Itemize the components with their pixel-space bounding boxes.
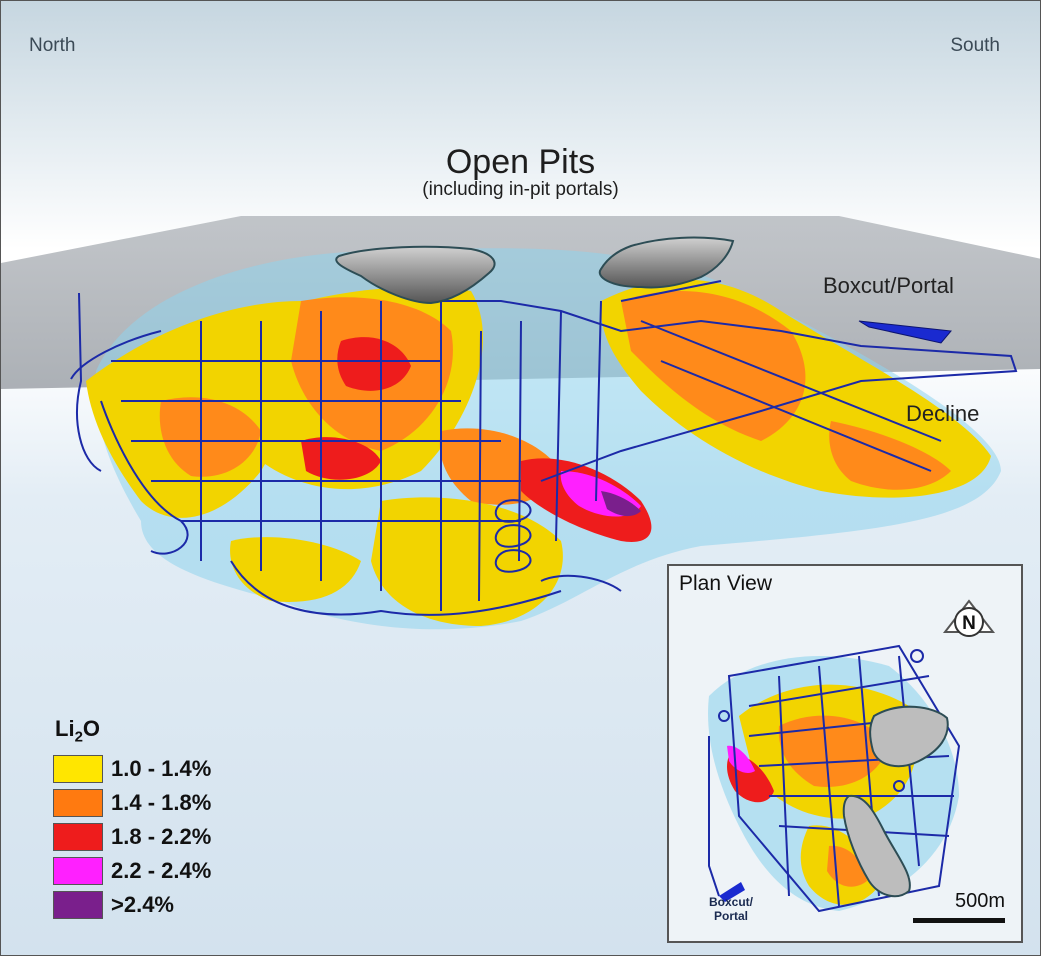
scale-bar	[913, 918, 1005, 923]
legend-swatch	[53, 755, 103, 784]
boxcut-portal-label: Boxcut/Portal	[823, 273, 954, 298]
plan-boxcut-arrow-icon	[719, 882, 745, 902]
open-pits	[335, 236, 735, 305]
plan-view-inset: Plan View	[667, 564, 1023, 943]
south-label: South	[950, 35, 1000, 56]
open-pits-title: Open Pits	[445, 143, 596, 181]
north-label: North	[29, 35, 76, 56]
tunnel-network	[70, 280, 1018, 616]
boxcut-portal-arrow-icon	[858, 320, 952, 344]
plan-view-title: Plan View	[679, 572, 773, 595]
scale-label: 500m	[954, 890, 1005, 912]
north-arrow-letter: N	[962, 613, 976, 634]
plan-portal-label: Boxcut/ Portal	[709, 895, 754, 923]
legend-item: >2.4%	[53, 889, 211, 921]
north-arrow-icon: N	[942, 599, 996, 637]
legend-swatch	[53, 857, 103, 886]
plan-view-map: N	[708, 599, 996, 913]
open-pits-subtitle: (including in-pit portals)	[422, 179, 619, 200]
plan-pit-east	[869, 705, 949, 768]
plan-pit-south	[842, 794, 911, 898]
decline-label: Decline	[906, 401, 980, 426]
legend-item: 1.8 - 2.2%	[53, 821, 211, 853]
open-pit-south	[598, 236, 735, 289]
legend-item: 1.0 - 1.4%	[53, 753, 211, 785]
legend-swatch	[53, 789, 103, 818]
legend-title: Li2O	[55, 716, 101, 746]
grade-legend: Li2O 1.0 - 1.4% 1.4 - 1.8% 1.8 - 2.2% 2.…	[53, 716, 211, 923]
legend-item: 1.4 - 1.8%	[53, 787, 211, 819]
open-pit-north	[335, 245, 496, 305]
legend-item: 2.2 - 2.4%	[53, 855, 211, 887]
legend-swatch	[53, 891, 103, 920]
legend-swatch	[53, 823, 103, 852]
